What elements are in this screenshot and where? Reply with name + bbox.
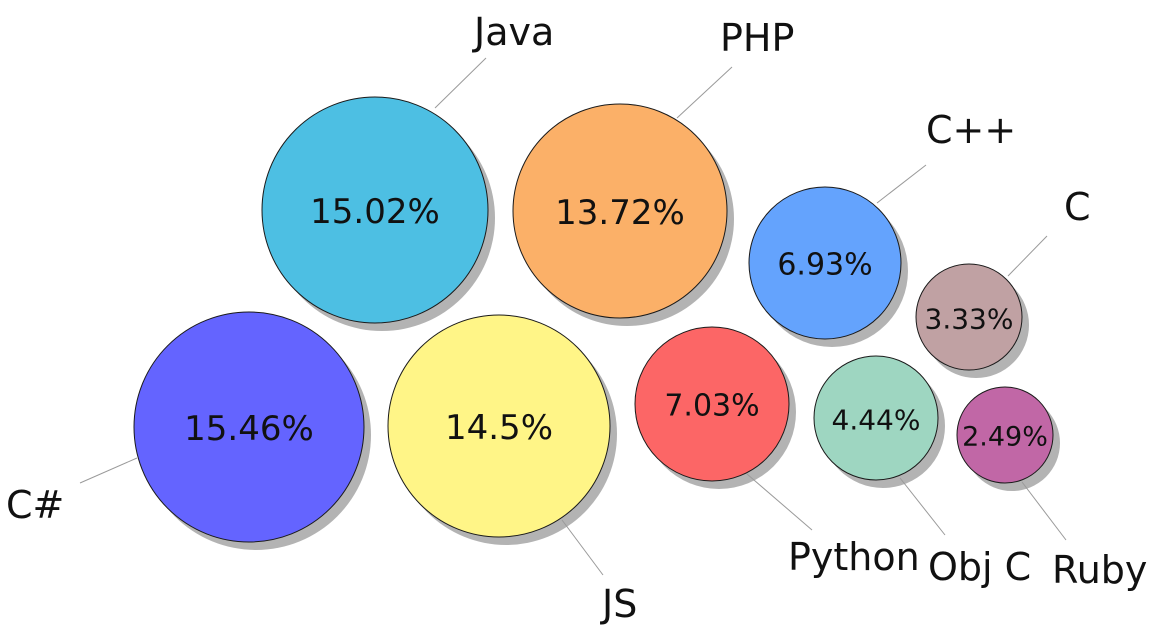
percent-label-js: 14.5%: [445, 408, 553, 448]
leader-lines: [79, 57, 1067, 576]
leader-line-js: [561, 519, 604, 576]
leader-line-cpp: [876, 164, 927, 204]
bubble-js: [387, 314, 611, 538]
percent-labels: 15.46% 15.02% 14.5% 13.72% 7.03% 6.93% 4.44% 3.…: [184, 192, 1048, 453]
leader-line-python: [746, 473, 813, 531]
bubble-c-sharp: [133, 311, 365, 543]
bubble-python: [634, 326, 790, 482]
percent-label-c: 3.33%: [925, 303, 1014, 336]
bubble-php: [512, 103, 728, 319]
bubble-c: [915, 263, 1023, 371]
bubbles: [133, 96, 1054, 543]
bubble-ruby: [956, 386, 1054, 484]
language-label-c-sharp: C#: [6, 483, 64, 527]
leader-line-c-sharp: [79, 457, 138, 484]
percent-label-cpp: 6.93%: [777, 248, 872, 283]
percent-label-obj-c: 4.44%: [832, 404, 921, 437]
language-label-python: Python: [788, 535, 920, 579]
leader-line-java: [434, 57, 487, 109]
percent-label-ruby: 2.49%: [962, 422, 1048, 453]
language-label-java: Java: [472, 10, 554, 54]
leader-line-c: [1007, 235, 1048, 277]
language-label-obj-c: Obj C: [928, 545, 1031, 589]
language-label-js: JS: [600, 582, 637, 626]
language-label-cpp: C++: [926, 108, 1016, 152]
leader-line-obj-c: [899, 477, 946, 536]
bubble-java: [261, 96, 489, 324]
language-labels: C# Java JS PHP Python C++ Obj C C Ruby: [6, 10, 1147, 626]
language-label-php: PHP: [720, 16, 794, 60]
language-label-ruby: Ruby: [1052, 548, 1147, 592]
bubble-obj-c: [813, 355, 939, 481]
percent-label-c-sharp: 15.46%: [184, 409, 314, 449]
language-label-c: C: [1064, 185, 1091, 229]
percent-label-java: 15.02%: [310, 192, 440, 232]
leader-line-ruby: [1021, 481, 1067, 541]
leader-line-php: [676, 66, 733, 119]
percent-label-python: 7.03%: [664, 389, 759, 424]
percent-label-php: 13.72%: [555, 193, 685, 233]
bubble-cpp: [748, 186, 902, 340]
